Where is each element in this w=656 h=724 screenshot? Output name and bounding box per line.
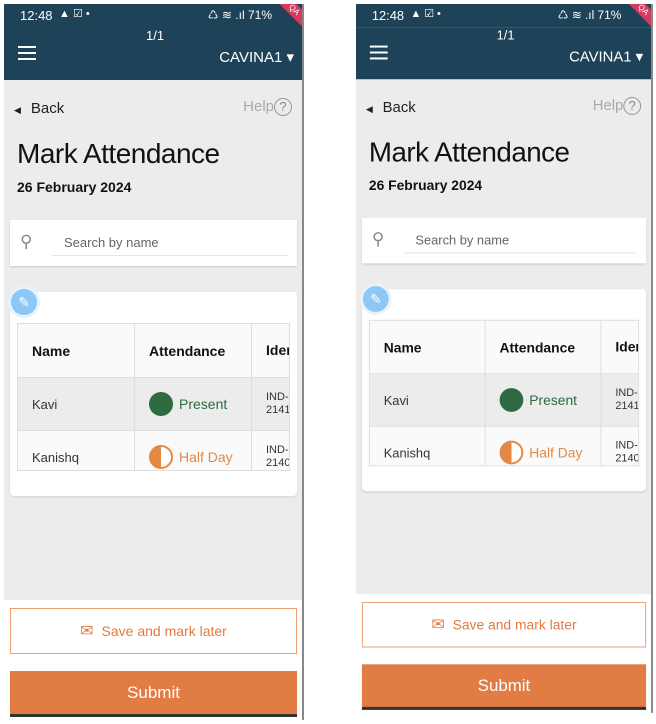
student-name: Kanishq bbox=[370, 426, 486, 466]
page-date: 26 February 2024 bbox=[17, 179, 132, 195]
back-button[interactable]: ◀ Back bbox=[366, 99, 416, 116]
envelope-open-icon: ✉ bbox=[431, 616, 445, 634]
table-header: Name Attendance Iden bbox=[18, 324, 289, 378]
attendance-label: Present bbox=[179, 396, 228, 412]
student-name: Kavi bbox=[18, 378, 135, 430]
page-indicator: 1/1 bbox=[496, 27, 515, 43]
attendance-table: Name Attendance Iden Kavi Present IND-:2… bbox=[368, 319, 640, 467]
table-row[interactable]: Kavi Present IND-: 2141 bbox=[369, 374, 640, 427]
search-box: ⚲ bbox=[10, 220, 297, 266]
user-dropdown[interactable]: CAVINA1 ▾ bbox=[569, 48, 644, 66]
help-label: Help bbox=[243, 98, 274, 115]
search-input[interactable] bbox=[52, 230, 288, 256]
identifier-line: 2140 bbox=[266, 457, 290, 469]
attendance-status[interactable]: Half Day bbox=[486, 426, 602, 466]
status-bar: 12:48 ▲ ☑ • ♺ ≋ .ıl 71% QA bbox=[356, 4, 652, 30]
identifier-line: 2140 bbox=[615, 452, 640, 465]
status-time: 12:48 bbox=[20, 8, 53, 23]
submit-button[interactable]: Submit bbox=[10, 671, 297, 717]
identifier-line: 2141 bbox=[615, 400, 640, 412]
identifier: IND-: 2140 bbox=[602, 427, 640, 466]
identifier-line: IND-: bbox=[615, 439, 640, 452]
identifier-line: IND-: bbox=[266, 391, 290, 403]
back-arrow-icon: ◀ bbox=[14, 105, 21, 115]
notification-icons: ▲ ☑ • bbox=[410, 7, 441, 20]
column-header: Name bbox=[370, 320, 486, 374]
envelope-open-icon: ✉ bbox=[80, 623, 94, 640]
battery-level: 71% bbox=[597, 7, 622, 22]
help-label: Help bbox=[592, 97, 624, 114]
identifier-line: IND-: bbox=[266, 444, 290, 456]
column-header: Attendance bbox=[135, 324, 252, 377]
page-title: Mark Attendance bbox=[17, 138, 220, 169]
back-arrow-icon: ◀ bbox=[365, 103, 373, 114]
table-row[interactable]: Kanishq Half Day IND-: 2140 bbox=[369, 426, 640, 466]
user-dropdown[interactable]: CAVINA1 ▾ bbox=[219, 49, 294, 66]
env-ribbon: QA bbox=[274, 4, 302, 30]
submit-button[interactable]: Submit bbox=[361, 664, 647, 710]
column-header: Iden bbox=[615, 338, 638, 355]
attendance-status[interactable]: Half Day bbox=[135, 431, 252, 470]
table-row[interactable]: Kavi Present IND-: 2141 bbox=[18, 378, 290, 431]
attendance-label: Half Day bbox=[529, 444, 583, 461]
system-status-icons: ♺ ≋ .ıl bbox=[557, 7, 595, 22]
app-header: 1/1 CAVINA1 ▾ bbox=[4, 28, 302, 80]
help-icon: ? bbox=[623, 97, 642, 115]
status-bar: 12:48 ▲ ☑ • ♺ ≋ .ıl 71% QA bbox=[4, 4, 302, 30]
page-title: Mark Attendance bbox=[368, 136, 570, 168]
help-icon: ? bbox=[274, 98, 292, 116]
student-name: Kavi bbox=[370, 374, 486, 426]
menu-icon[interactable] bbox=[369, 45, 388, 60]
back-button[interactable]: ◀ Back bbox=[14, 100, 64, 117]
search-icon: ⚲ bbox=[371, 229, 385, 249]
back-label: Back bbox=[30, 100, 65, 117]
save-later-button[interactable]: ✉ Save and mark later bbox=[10, 608, 297, 654]
student-name: Kanishq bbox=[18, 431, 135, 470]
page-indicator: 1/1 bbox=[146, 28, 165, 43]
attendance-status[interactable]: Present bbox=[486, 374, 602, 426]
env-ribbon: QA bbox=[623, 4, 652, 30]
save-later-button[interactable]: ✉ Save and mark later bbox=[361, 601, 647, 648]
identifier: IND-: 2140 bbox=[252, 431, 290, 470]
search-icon: ⚲ bbox=[20, 232, 33, 251]
save-later-label: Save and mark later bbox=[101, 623, 227, 639]
identifier-line: IND-: bbox=[615, 387, 640, 400]
attendance-table: Name Attendance Iden Kavi Present IND-:2… bbox=[17, 323, 290, 471]
column-header: Attendance bbox=[486, 320, 602, 374]
back-label: Back bbox=[382, 99, 416, 116]
column-header: Iden bbox=[266, 342, 289, 358]
edit-icon[interactable]: ✎ bbox=[8, 286, 40, 318]
notification-icons: ▲ ☑ • bbox=[59, 8, 90, 20]
attendance-label: Present bbox=[529, 392, 578, 408]
system-icons: ♺ ≋ .ıl 71% bbox=[208, 8, 272, 22]
present-icon bbox=[499, 388, 524, 412]
identifier-line: 2141 bbox=[266, 404, 290, 416]
system-icons: ♺ ≋ .ıl 71% bbox=[558, 8, 622, 22]
table-row[interactable]: Kanishq Half Day IND-: 2140 bbox=[18, 431, 290, 470]
save-later-label: Save and mark later bbox=[452, 616, 577, 633]
present-icon bbox=[149, 392, 173, 416]
status-time: 12:48 bbox=[371, 7, 405, 23]
edit-icon[interactable]: ✎ bbox=[359, 283, 392, 315]
phone-screen-right: 12:48 ▲ ☑ • ♺ ≋ .ıl 71% QA 1/1 CAVINA1 ▾… bbox=[356, 4, 653, 713]
page-date: 26 February 2024 bbox=[368, 177, 483, 194]
search-input[interactable] bbox=[403, 227, 638, 254]
help-button[interactable]: Help? bbox=[243, 98, 292, 116]
menu-icon[interactable] bbox=[18, 46, 36, 60]
identifier: IND-: 2141 bbox=[252, 378, 290, 430]
table-header: Name Attendance Iden bbox=[369, 320, 639, 375]
search-box: ⚲ bbox=[361, 217, 647, 264]
attendance-status[interactable]: Present bbox=[135, 378, 252, 430]
phone-screen-left: 12:48 ▲ ☑ • ♺ ≋ .ıl 71% QA 1/1 CAVINA1 ▾… bbox=[4, 4, 304, 720]
half-day-icon bbox=[499, 440, 524, 465]
battery-level: 71% bbox=[247, 8, 272, 22]
half-day-icon bbox=[149, 445, 173, 469]
system-status-icons: ♺ ≋ .ıl bbox=[207, 8, 245, 22]
attendance-label: Half Day bbox=[179, 449, 233, 465]
app-header: 1/1 CAVINA1 ▾ bbox=[356, 27, 652, 80]
help-button[interactable]: Help? bbox=[592, 97, 642, 115]
identifier: IND-: 2141 bbox=[602, 374, 640, 425]
column-header: Name bbox=[18, 324, 135, 377]
